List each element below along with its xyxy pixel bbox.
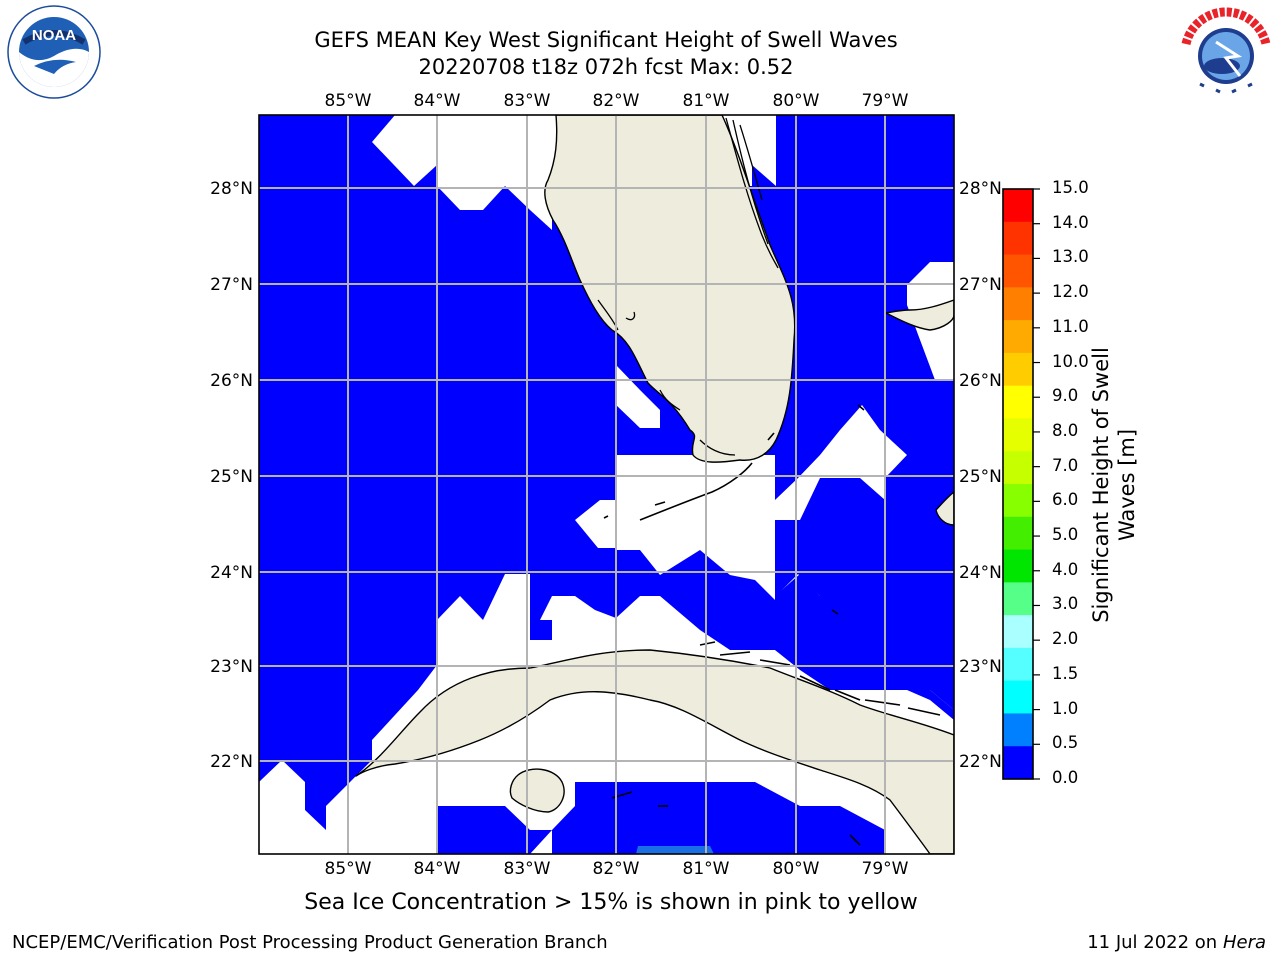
map-frame: [258, 114, 955, 855]
bahamas-land-east: [935, 491, 954, 526]
lat-labels-left: 28°N 27°N 26°N 25°N 24°N 23°N 22°N: [210, 179, 253, 772]
colorbar-tick-label: 10.0: [1052, 351, 1089, 371]
colorbar-segment: [1003, 746, 1033, 780]
lat-label: 22°N: [959, 752, 1002, 772]
lat-label: 27°N: [959, 275, 1002, 295]
colorbar-tick-label: 7.0: [1052, 455, 1079, 475]
colorbar-tick-label: 5.0: [1052, 525, 1079, 545]
colorbar-segment: [1003, 221, 1033, 256]
colorbar-segment: [1003, 418, 1033, 452]
cuba-land: [355, 649, 954, 854]
lat-label: 27°N: [210, 275, 253, 295]
lat-label: 26°N: [210, 371, 253, 391]
colorbar-tick-label: 15.0: [1052, 178, 1089, 197]
colorbar-tick-label: 1.0: [1052, 698, 1079, 718]
colorbar-segment: [1003, 451, 1033, 485]
colorbar-title-line1: Significant Height of Swell: [1089, 347, 1113, 623]
florida-land: [544, 115, 796, 463]
lon-label: 80°W: [773, 859, 820, 879]
colorbar-segment: [1003, 549, 1033, 583]
map-gridlines: [259, 115, 954, 854]
florida-keys: [603, 432, 775, 521]
lon-label: 81°W: [683, 91, 730, 111]
colorbar-tick-label: 12.0: [1052, 282, 1089, 302]
lat-label: 25°N: [210, 467, 253, 487]
sea-ice-caption: Sea Ice Concentration > 15% is shown in …: [304, 890, 918, 915]
lat-label: 24°N: [210, 563, 253, 583]
noaa-logo: NOAA: [4, 4, 104, 100]
lat-label: 23°N: [210, 657, 253, 677]
colorbar-tick-label: 3.0: [1052, 594, 1079, 614]
colorbar-ticks: [1033, 188, 1040, 780]
lon-label: 85°W: [325, 91, 372, 111]
colorbar-segment: [1003, 352, 1033, 387]
colorbar: [1003, 189, 1033, 780]
swell-patch-lightblue: [636, 846, 714, 854]
lon-label: 83°W: [504, 859, 551, 879]
colorbar-segment: [1003, 385, 1033, 419]
colorbar-tick-label: 0.0: [1052, 768, 1079, 787]
colorbar-frame: [1002, 188, 1034, 780]
lat-label: 23°N: [959, 657, 1002, 677]
chart-title: GEFS MEAN Key West Significant Height of…: [314, 28, 898, 52]
footer-credit: NCEP/EMC/Verification Post Processing Pr…: [12, 932, 608, 953]
lon-labels-top: 85°W 84°W 83°W 82°W 81°W 80°W 79°W: [325, 91, 909, 111]
footer-date-text: 11 Jul 2022 on: [1087, 932, 1218, 953]
noaa-logo-text: NOAA: [32, 27, 76, 44]
lon-labels-bottom: 85°W 84°W 83°W 82°W 81°W 80°W 79°W: [325, 859, 909, 879]
colorbar-segment: [1003, 680, 1033, 714]
lat-label: 28°N: [210, 179, 253, 199]
colorbar-segment: [1003, 484, 1033, 518]
cays: [611, 404, 941, 846]
footer-date: 11 Jul 2022 on Hera: [1087, 932, 1266, 953]
map-area: [259, 115, 954, 854]
colorbar-tick-label: 2.0: [1052, 629, 1079, 649]
colorbar-tick-label: 6.0: [1052, 490, 1079, 510]
lat-label: 28°N: [959, 179, 1002, 199]
lat-label: 26°N: [959, 371, 1002, 391]
colorbar-tick-label: 4.0: [1052, 559, 1079, 579]
lon-label: 83°W: [504, 91, 551, 111]
lon-label: 80°W: [773, 91, 820, 111]
lon-label: 84°W: [414, 859, 461, 879]
colorbar-segment: [1003, 647, 1033, 682]
colorbar-segment: [1003, 189, 1033, 223]
lon-label: 85°W: [325, 859, 372, 879]
colorbar-segment: [1003, 516, 1033, 551]
colorbar-tick-label: 13.0: [1052, 247, 1089, 267]
colorbar-tick-label: 8.0: [1052, 420, 1079, 440]
nws-logo: [1176, 4, 1276, 100]
land-masses: [355, 115, 954, 854]
colorbar-tick-label: 11.0: [1052, 316, 1089, 336]
colorbar-segment: [1003, 713, 1033, 747]
colorbar-segment: [1003, 287, 1033, 321]
lon-label: 82°W: [593, 859, 640, 879]
coast-details: [597, 117, 779, 456]
lon-label: 79°W: [862, 91, 909, 111]
colorbar-segment: [1003, 320, 1033, 354]
lon-label: 81°W: [683, 859, 730, 879]
lon-label: 84°W: [414, 91, 461, 111]
colorbar-segment: [1003, 582, 1033, 616]
lat-labels-right: 28°N 27°N 26°N 25°N 24°N 23°N 22°N: [959, 179, 1002, 772]
colorbar-title-line2: Waves [m]: [1115, 428, 1139, 542]
lat-label: 25°N: [959, 467, 1002, 487]
ocean-patches: [437, 405, 954, 854]
lon-label: 82°W: [593, 91, 640, 111]
colorbar-tick-label: 14.0: [1052, 212, 1089, 232]
colorbar-segment: [1003, 615, 1033, 649]
bahamas-land-north: [885, 299, 954, 331]
chart-subtitle: 20220708 t18z 072h fcst Max: 0.52: [418, 55, 794, 79]
lat-label: 22°N: [210, 752, 253, 772]
colorbar-tick-label: 9.0: [1052, 386, 1079, 406]
colorbar-segment: [1003, 254, 1033, 288]
lat-label: 24°N: [959, 563, 1002, 583]
footer-machine: Hera: [1222, 932, 1266, 953]
lon-label: 79°W: [862, 859, 909, 879]
isla-juventud-land: [509, 768, 565, 813]
colorbar-tick-label: 0.5: [1052, 733, 1079, 753]
colorbar-tick-label: 1.5: [1052, 663, 1079, 683]
